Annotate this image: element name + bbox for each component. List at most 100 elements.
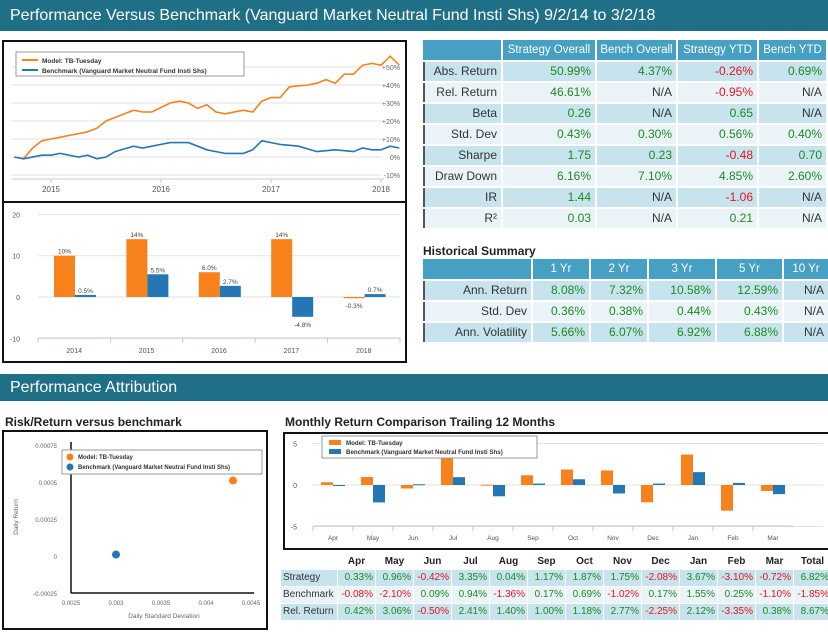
cell-value: 10.58% [649,281,715,300]
x-axis-label: Daily Standard Deviation [128,613,200,620]
cell-value: -0.48 [678,146,757,165]
x-tick-label: 2018 [372,185,390,194]
cell-value: 0.33% [338,570,375,586]
cell-value: 1.40% [490,604,527,620]
x-tick-label: 2015 [139,348,155,355]
benchmark-bar [573,479,585,485]
benchmark-bar [333,485,345,486]
y-tick-label: 0.00075 [35,444,57,450]
row-label: R² [423,209,501,228]
cell-value: 6.16% [503,167,595,186]
x-tick-label: 2014 [66,348,82,355]
model-bar [641,485,653,503]
cell-value: 0.38% [756,604,793,620]
cell-value: 1.44 [503,188,595,207]
cell-value: 8.08% [533,281,589,300]
cell-value: 3.67% [680,570,717,586]
x-tick-label: 2016 [211,348,227,355]
row-label: Abs. Return [423,62,501,81]
column-header: Nov [613,556,632,567]
cell-value: -0.50% [414,604,451,620]
cell-value: 2.12% [680,604,717,620]
annual-return-chart: -10 0 10 20 2014 2015 2016 2017 2018 10% 14% 6.0% 14… [2,201,407,363]
cell-value: N/A [597,209,676,228]
cell-value: 0.94% [452,587,489,603]
cell-value: -3.35% [718,604,755,620]
model-bar [681,454,693,485]
table-row: Abs. Return 50.99% 4.37% -0.26% 0.69% [423,62,826,81]
x-tick-label: 2016 [152,185,170,194]
section-title: Performance Attribution [0,374,828,401]
y-tick-label: 0.00025 [35,518,57,524]
benchmark-bar [75,294,96,297]
cell-value: -1.02% [604,587,641,603]
model-bar [601,470,613,485]
cell-value: 1.75 [503,146,595,165]
cell-value: 46.61% [503,83,595,102]
model-legend-marker [66,453,74,461]
column-header: Dec [651,556,670,567]
cell-value: 2.41% [452,604,489,620]
y-tick-label: +50% [382,65,400,72]
cell-value: 3.35% [452,570,489,586]
cell-value: 1.75% [604,570,641,586]
table-row: IR 1.44 N/A -1.06 N/A [423,188,826,207]
data-label: 10% [58,249,71,256]
historical-summary-title: Historical Summary [423,244,536,258]
y-tick-label: -5 [291,525,297,532]
risk-return-title: Risk/Return versus benchmark [5,415,182,429]
legend-box [61,449,263,475]
cell-value: 0.96% [376,570,413,586]
column-header: 3 Yr [649,259,715,279]
cell-value: 7.32% [591,281,647,300]
y-tick-label: 0 [16,295,20,302]
column-header: Sep [537,556,556,567]
model-point [229,476,237,485]
cell-value: -0.08% [338,587,375,603]
x-tick-label: 0.004 [198,601,214,607]
cell-value: 0.43% [717,302,782,321]
cell-value: 1.55% [680,587,717,603]
benchmark-bar [533,483,545,485]
row-label: Beta [423,104,501,123]
stats-table: Strategy Overall Bench Overall Strategy YT… [421,38,828,230]
x-tick-label: Aug [487,535,499,542]
line-chart-svg: -10% 0% +10% +20% +30% +40% +50% 2015 2016 2017 20… [12,51,400,194]
cell-value: 1.18% [566,604,603,620]
data-label: 6.0% [202,265,217,272]
model-bar [361,477,373,485]
model-bar [343,297,365,299]
model-legend-label: Model: TB-Tuesday [78,455,134,461]
cell-value: 0.21 [678,209,757,228]
cell-value: N/A [784,302,828,321]
table-row: Ann. Volatility 5.66% 6.07% 6.92% 6.88% N/A [423,323,828,342]
benchmark-legend-label: Benchmark (Vanguard Market Neutral Fund … [42,68,207,75]
data-label: 14% [275,232,288,239]
cell-value: 2.60% [759,167,826,186]
model-bar [401,485,413,489]
y-tick-label: 0% [390,155,400,162]
x-tick-label: Feb [727,535,739,542]
page-title: Performance Versus Benchmark (Vanguard M… [0,0,828,31]
cell-value: 1.17% [528,570,565,586]
table-row: Benchmark -0.08% -2.10% 0.09% 0.94% -1.36% 0.1… [281,587,828,603]
x-tick-label: Apr [328,535,339,542]
table-row: Std. Dev 0.43% 0.30% 0.56% 0.40% [423,125,826,144]
table-row: R² 0.03 N/A 0.21 N/A [423,209,826,228]
x-tick-label: Nov [607,535,619,542]
column-header: Jul [463,556,478,567]
cell-value: 1.00% [528,604,565,620]
benchmark-bar [613,485,625,494]
cell-value: 0.65 [678,104,757,123]
benchmark-bar [453,477,465,485]
cell-value: 12.59% [717,281,782,300]
table-header-row: 1 Yr 2 Yr 3 Yr 5 Yr 10 Yr [423,259,828,279]
row-label: IR [423,188,501,207]
column-header [281,554,337,569]
cell-value: -0.95% [678,83,757,102]
x-tick-label: 0.0045 [242,601,261,607]
row-label: Benchmark [281,587,337,603]
cell-value: N/A [597,188,676,207]
cell-value: 4.37% [597,62,676,81]
benchmark-bar [733,482,745,485]
